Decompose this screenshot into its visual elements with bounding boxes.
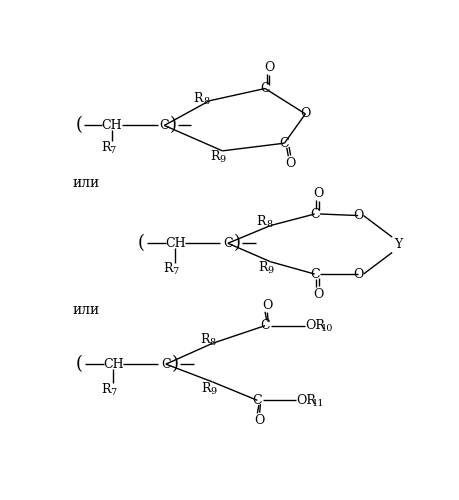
Text: O: O (313, 188, 324, 200)
Text: (: ( (138, 234, 145, 252)
Text: OR: OR (296, 394, 316, 407)
Text: R: R (258, 260, 268, 274)
Text: C: C (310, 268, 319, 280)
Text: O: O (353, 209, 363, 222)
Text: R: R (257, 215, 266, 228)
Text: R: R (194, 92, 203, 105)
Text: (: ( (76, 116, 83, 134)
Text: ): ) (234, 234, 241, 252)
Text: C: C (260, 319, 270, 332)
Text: C: C (280, 136, 289, 149)
Text: R: R (200, 333, 209, 346)
Text: R: R (210, 150, 219, 163)
Text: C: C (160, 119, 169, 132)
Text: O: O (313, 288, 324, 300)
Text: O: O (300, 108, 311, 120)
Text: OR: OR (305, 319, 325, 332)
Text: 7: 7 (109, 146, 116, 154)
Text: или: или (73, 176, 100, 190)
Text: ): ) (170, 116, 177, 134)
Text: C: C (223, 237, 233, 250)
Text: O: O (285, 156, 296, 170)
Text: Y: Y (394, 238, 403, 252)
Text: C: C (252, 394, 262, 407)
Text: O: O (262, 299, 273, 312)
Text: C: C (310, 208, 319, 220)
Text: 11: 11 (312, 399, 324, 408)
Text: CH: CH (165, 237, 185, 250)
Text: CH: CH (103, 358, 123, 370)
Text: 9: 9 (268, 266, 274, 274)
Text: O: O (254, 414, 265, 427)
Text: (: ( (76, 355, 83, 373)
Text: C: C (260, 82, 270, 95)
Text: R: R (101, 383, 111, 396)
Text: 10: 10 (321, 324, 333, 333)
Text: C: C (161, 358, 171, 370)
Text: 7: 7 (110, 388, 116, 397)
Text: O: O (353, 268, 363, 280)
Text: 9: 9 (219, 155, 225, 164)
Text: 9: 9 (211, 386, 217, 396)
Text: R: R (163, 262, 173, 275)
Text: R: R (101, 140, 111, 153)
Text: CH: CH (101, 119, 122, 132)
Text: 8: 8 (203, 97, 209, 106)
Text: 8: 8 (266, 220, 272, 230)
Text: ): ) (172, 355, 179, 373)
Text: или: или (73, 303, 100, 318)
Text: 8: 8 (209, 338, 215, 347)
Text: 7: 7 (172, 267, 178, 276)
Text: O: O (264, 61, 274, 74)
Text: R: R (202, 382, 211, 394)
